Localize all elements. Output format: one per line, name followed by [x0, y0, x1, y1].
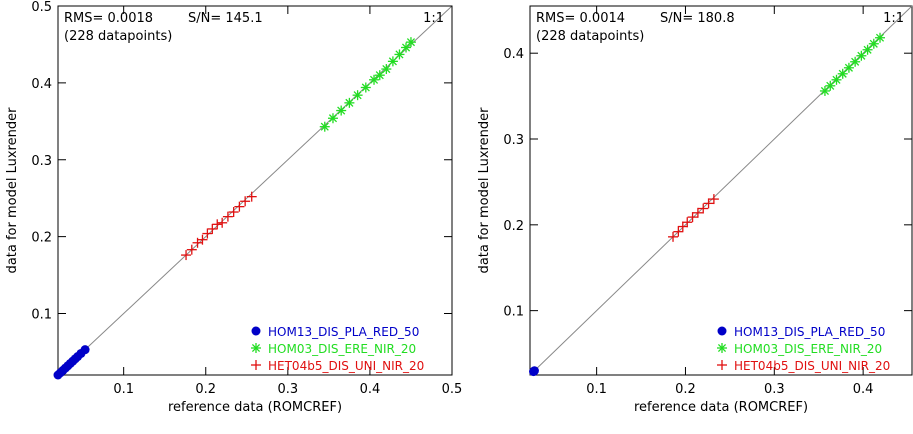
y-tick-label: 0.4: [31, 77, 52, 92]
x-axis-title: reference data (ROMCREF): [634, 400, 808, 415]
y-tick-label: 0.1: [503, 305, 524, 320]
point-hom03-dis-ere-nir-20: [875, 32, 886, 43]
datapoint-count-text: (228 datapoints): [64, 29, 172, 44]
point-hom03-dis-ere-nir-20: [319, 121, 330, 132]
point-hom03-dis-ere-nir-20: [843, 62, 854, 73]
point-het04b5-dis-uni-nir-20: [668, 231, 679, 242]
y-tick-label: 0.2: [31, 231, 52, 246]
point-hom03-dis-ere-nir-20: [850, 56, 861, 67]
point-het04b5-dis-uni-nir-20: [692, 207, 703, 218]
legend-entry-1: HOM03_DIS_ERE_NIR_20: [268, 342, 416, 356]
point-het04b5-dis-uni-nir-20: [217, 217, 228, 228]
x-tick-label: 0.3: [277, 382, 298, 397]
y-tick-label: 0.1: [31, 308, 52, 323]
y-tick-label: 0.2: [503, 219, 524, 234]
legend-entry-2: HET04b5_DIS_UNI_NIR_20: [268, 359, 424, 373]
point-het04b5-dis-uni-nir-20: [703, 198, 714, 209]
y-tick-label: 0.5: [31, 0, 52, 15]
point-hom03-dis-ere-nir-20: [862, 44, 873, 55]
point-het04b5-dis-uni-nir-20: [687, 212, 698, 223]
legend-marker: [717, 343, 727, 353]
point-het04b5-dis-uni-nir-20: [181, 250, 192, 261]
x-axis-title: reference data (ROMCREF): [168, 400, 342, 415]
legend-entry-1: HOM03_DIS_ERE_NIR_20: [734, 342, 882, 356]
right-scatter-panel: 0.1 0.2 0.3 0.4 0.1 0.2 0.3 0.4 reference data (…: [477, 5, 913, 415]
point-het04b5-dis-uni-nir-20: [222, 211, 233, 222]
point-hom13-dis-pla-red-50: [80, 345, 90, 355]
rms-text: RMS= 0.0014: [536, 11, 625, 26]
x-tick-label: 0.1: [113, 382, 134, 397]
x-tick-label: 0.5: [442, 382, 463, 397]
x-tick-label: 0.4: [853, 382, 874, 397]
point-hom03-dis-ere-nir-20: [405, 37, 416, 48]
point-het04b5-dis-uni-nir-20: [212, 219, 223, 230]
point-hom13-dis-pla-red-50: [529, 366, 539, 376]
point-het04b5-dis-uni-nir-20: [698, 203, 709, 214]
point-hom03-dis-ere-nir-20: [374, 70, 385, 81]
point-het04b5-dis-uni-nir-20: [677, 221, 688, 232]
datapoint-count-text: (228 datapoints): [536, 29, 644, 44]
legend-marker: [717, 360, 727, 370]
point-het04b5-dis-uni-nir-20: [708, 194, 719, 205]
x-tick-label: 0.2: [195, 382, 216, 397]
plot-frame: [529, 5, 913, 376]
point-het04b5-dis-uni-nir-20: [207, 223, 218, 234]
point-het04b5-dis-uni-nir-20: [197, 234, 208, 245]
point-het04b5-dis-uni-nir-20: [228, 207, 239, 218]
sn-text: S/N= 145.1: [188, 11, 263, 26]
x-tick-label: 0.3: [764, 382, 785, 397]
point-hom03-dis-ere-nir-20: [387, 56, 398, 67]
point-hom03-dis-ere-nir-20: [360, 82, 371, 93]
point-hom03-dis-ere-nir-20: [381, 64, 392, 75]
sn-text: S/N= 180.8: [660, 11, 735, 26]
point-hom03-dis-ere-nir-20: [327, 113, 338, 124]
x-tick-label: 0.4: [360, 382, 381, 397]
point-het04b5-dis-uni-nir-20: [682, 217, 693, 228]
legend-entry-0: HOM13_DIS_PLA_RED_50: [734, 325, 885, 339]
point-hom03-dis-ere-nir-20: [868, 38, 879, 49]
identity-label: 1:1: [423, 11, 444, 26]
point-het04b5-dis-uni-nir-20: [186, 244, 197, 255]
point-het04b5-dis-uni-nir-20: [673, 226, 684, 237]
point-het04b5-dis-uni-nir-20: [246, 191, 257, 202]
point-hom03-dis-ere-nir-20: [336, 105, 347, 116]
point-hom03-dis-ere-nir-20: [369, 74, 380, 85]
point-hom03-dis-ere-nir-20: [344, 97, 355, 108]
y-tick-label: 0.3: [503, 133, 524, 148]
point-hom03-dis-ere-nir-20: [837, 68, 848, 79]
y-tick-label: 0.3: [31, 154, 52, 169]
x-tick-label: 0.1: [586, 382, 607, 397]
plot-frame: [57, 5, 453, 376]
left-scatter-panel: 0.1 0.2 0.3 0.4 0.5 0.1 0.2 0.3 0.4 0.5 reference …: [5, 0, 462, 415]
point-hom03-dis-ere-nir-20: [352, 90, 363, 101]
y-axis-title: data for model Luxrender: [477, 107, 492, 274]
point-hom03-dis-ere-nir-20: [825, 80, 836, 91]
point-hom03-dis-ere-nir-20: [831, 74, 842, 85]
legend-entry-0: HOM13_DIS_PLA_RED_50: [268, 325, 419, 339]
point-hom03-dis-ere-nir-20: [394, 49, 405, 60]
legend-marker: [251, 360, 261, 370]
legend-entry-2: HET04b5_DIS_UNI_NIR_20: [734, 359, 890, 373]
legend-marker: [251, 343, 261, 353]
point-het04b5-dis-uni-nir-20: [234, 201, 245, 212]
legend-marker: [717, 326, 727, 336]
point-het04b5-dis-uni-nir-20: [202, 228, 213, 239]
y-axis-title: data for model Luxrender: [5, 107, 20, 274]
rms-text: RMS= 0.0018: [64, 11, 153, 26]
y-tick-label: 0.4: [503, 47, 524, 62]
point-het04b5-dis-uni-nir-20: [240, 196, 251, 207]
point-hom03-dis-ere-nir-20: [856, 50, 867, 61]
identity-label: 1:1: [883, 11, 904, 26]
x-tick-label: 0.2: [675, 382, 696, 397]
legend-marker: [251, 326, 261, 336]
